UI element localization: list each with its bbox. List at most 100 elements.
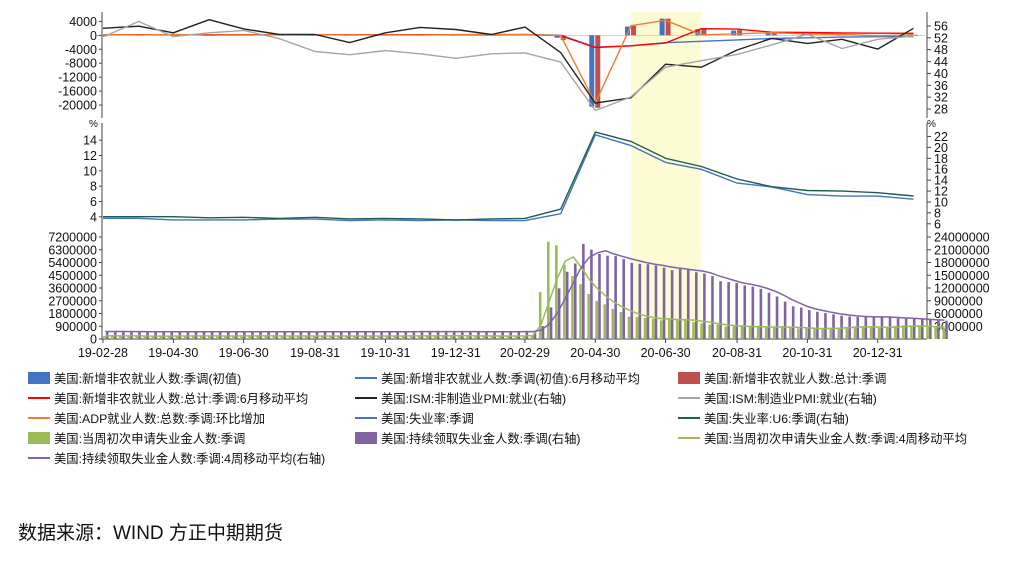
y-tick-label-right: 18000000 [934, 256, 990, 270]
bar-initial-claims [772, 327, 776, 339]
legend-item: 美国:当周初次申请失业金人数:季调 [28, 428, 245, 448]
bar-nfp-initial [765, 33, 771, 36]
legend-label: 美国:ISM:制造业PMI:就业(右轴) [704, 392, 877, 406]
bar-initial-claims [910, 326, 913, 339]
y-tick-label-left: 8 [90, 180, 97, 194]
bar-initial-claims [764, 327, 768, 339]
bar-nfp-total [560, 35, 566, 41]
bar-initial-claims [417, 335, 421, 339]
bar-initial-claims [466, 335, 469, 339]
bar-continuing-claims [549, 307, 553, 339]
bar-continuing-claims [888, 317, 892, 339]
bar-initial-claims [345, 336, 348, 339]
bar-nfp-initial [695, 29, 701, 36]
bar-continuing-claims [904, 318, 908, 339]
y-tick-label-left: 6300000 [48, 243, 97, 257]
legend-item: 美国:持续领取失业金人数:季调(右轴) [355, 428, 580, 448]
bar-initial-claims [304, 335, 308, 339]
legend-label: 美国:新增非农就业人数:总计:季调 [704, 372, 887, 386]
legend-item: 美国:新增非农就业人数:季调(初值) [28, 368, 241, 388]
legend-swatch [355, 432, 377, 444]
bar-initial-claims [425, 335, 429, 339]
bar-continuing-claims [912, 319, 916, 339]
bar-initial-claims [442, 335, 445, 339]
bar-continuing-claims [937, 320, 940, 339]
legend-item: 美国:ISM:非制造业PMI:就业(右轴) [355, 388, 566, 408]
bar-initial-claims [159, 336, 163, 339]
bar-initial-claims [143, 336, 147, 339]
y-tick-label-right: 24000000 [934, 231, 990, 245]
bar-continuing-claims [630, 262, 634, 339]
legend-swatch [678, 397, 700, 399]
line-panel2-series-0 [103, 134, 914, 222]
bar-initial-claims [433, 335, 437, 339]
bar-initial-claims [651, 318, 655, 339]
bar-initial-claims [700, 323, 703, 339]
bar-continuing-claims [824, 313, 827, 339]
bar-initial-claims [813, 328, 816, 339]
bar-initial-claims [740, 326, 744, 339]
bar-nfp-initial [97, 35, 102, 37]
bar-initial-claims [264, 335, 268, 339]
bar-continuing-claims [662, 267, 666, 339]
y-tick-label-right: 56 [934, 19, 948, 33]
bar-continuing-claims [565, 271, 569, 339]
x-tick-label: 19-12-31 [431, 346, 481, 360]
bar-initial-claims [829, 327, 833, 339]
bar-initial-claims [877, 327, 881, 339]
legend-label: 美国:当周初次申请失业金人数:季调:4周移动平均 [704, 432, 968, 446]
bar-continuing-claims [573, 263, 577, 339]
y-tick-label-right: 14 [934, 174, 948, 188]
y-tick-label-left: 4500000 [48, 269, 97, 283]
bar-initial-claims [748, 326, 752, 339]
bar-initial-claims [676, 320, 679, 339]
bar-initial-claims [692, 322, 695, 339]
bar-continuing-claims [735, 282, 738, 339]
bar-continuing-claims [791, 306, 795, 339]
bar-nfp-initial [625, 26, 631, 36]
bar-initial-claims [256, 335, 260, 339]
legend-swatch [28, 417, 50, 419]
bar-initial-claims [135, 336, 138, 339]
legend-item: 美国:失业率:U6:季调(右轴) [678, 408, 849, 428]
legend-swatch [28, 457, 50, 459]
bar-initial-claims [393, 336, 397, 339]
bar-initial-claims [853, 326, 857, 339]
y-tick-label-left: 14 [83, 134, 97, 148]
unit-label-left: % [89, 119, 98, 130]
bar-initial-claims [183, 335, 187, 339]
line-panel1-series-3 [102, 19, 914, 104]
bar-continuing-claims [533, 331, 537, 339]
bar-initial-claims [571, 276, 574, 339]
y-tick-label-right: 15000000 [934, 269, 990, 283]
highlight-band [631, 12, 702, 339]
legend-label: 美国:新增非农就业人数:季调(初值) [54, 372, 242, 386]
bar-continuing-claims [638, 263, 642, 339]
legend-label: 美国:失业率:U6:季调(右轴) [704, 412, 849, 426]
bar-initial-claims [296, 335, 300, 339]
bar-nfp-total [913, 34, 919, 36]
x-tick-label: 19-08-31 [290, 346, 340, 360]
y-tick-label-left: 0 [90, 333, 97, 347]
bar-initial-claims [377, 335, 381, 339]
y-tick-label-left: 5400000 [48, 256, 97, 270]
bar-continuing-claims [686, 269, 690, 339]
bar-continuing-claims [896, 318, 900, 339]
bar-continuing-claims [711, 276, 714, 339]
y-tick-label-left: 0 [90, 29, 97, 43]
bar-initial-claims [248, 335, 251, 339]
line-initial-claims-4wk-ma [105, 256, 945, 337]
bar-nfp-total [771, 32, 777, 36]
x-tick-label: 20-08-31 [712, 346, 762, 360]
legend-item: 美国:新增非农就业人数:总计:季调 [678, 368, 886, 388]
y-tick-label-right: 12000000 [934, 282, 990, 296]
legend-item: 美国:当周初次申请失业金人数:季调:4周移动平均 [678, 428, 967, 448]
line-panel2-series-1 [103, 131, 914, 221]
bar-initial-claims [538, 292, 542, 339]
y-tick-label-left: 4000 [69, 15, 97, 29]
bar-initial-claims [232, 335, 235, 339]
bar-continuing-claims [703, 273, 706, 339]
bar-continuing-claims [832, 314, 835, 339]
legend-swatch [28, 397, 50, 399]
bar-initial-claims [869, 327, 873, 339]
